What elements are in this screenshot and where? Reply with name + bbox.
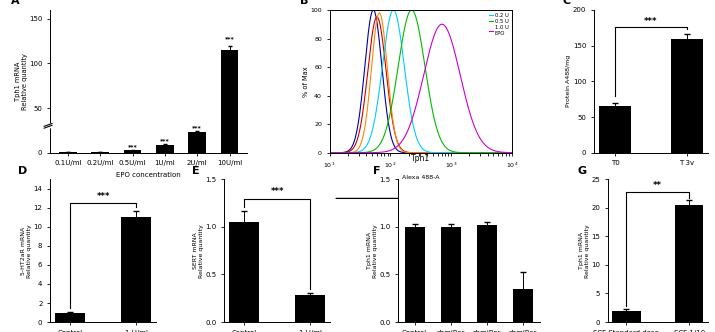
Bar: [477, 225, 497, 322]
Bar: [405, 227, 425, 322]
Text: G: G: [578, 166, 587, 176]
Bar: [55, 312, 85, 322]
Bar: [441, 227, 460, 322]
Text: Tph1: Tph1: [411, 154, 430, 163]
Bar: [124, 150, 142, 153]
Bar: [92, 152, 109, 153]
Bar: [612, 311, 641, 322]
Text: E: E: [192, 166, 200, 176]
Bar: [156, 145, 174, 153]
Bar: [513, 289, 533, 322]
Text: **: **: [654, 181, 662, 190]
Y-axis label: SERT mRNA
Relative quantity: SERT mRNA Relative quantity: [193, 224, 204, 278]
Bar: [59, 152, 77, 153]
Text: D: D: [19, 166, 27, 176]
Text: ***: ***: [270, 187, 284, 197]
Text: ***: ***: [97, 192, 110, 201]
Bar: [599, 106, 631, 153]
Legend: 0.2 U, 0.5 U, 1.0 U
EPO: 0.2 U, 0.5 U, 1.0 U EPO: [488, 13, 509, 37]
Y-axis label: % of Max: % of Max: [303, 66, 309, 97]
Text: F: F: [373, 166, 380, 176]
Bar: [671, 39, 703, 153]
X-axis label: Alexa 488-A: Alexa 488-A: [402, 175, 440, 180]
Bar: [229, 222, 259, 322]
Bar: [295, 295, 325, 322]
Y-axis label: Tph1 mRNA
Relative quantity: Tph1 mRNA Relative quantity: [579, 224, 590, 278]
Y-axis label: Tph1 mRNA
Relative quantity: Tph1 mRNA Relative quantity: [14, 53, 27, 110]
Text: ***: ***: [644, 17, 658, 26]
Text: B: B: [300, 0, 309, 6]
X-axis label: EPO concentration: EPO concentration: [117, 172, 181, 178]
Text: C: C: [562, 0, 571, 6]
Text: ***: ***: [192, 125, 202, 130]
Text: ***: ***: [160, 138, 169, 143]
Bar: [122, 217, 152, 322]
Y-axis label: 5-HT2aR mRNA
Relative quantity: 5-HT2aR mRNA Relative quantity: [21, 224, 32, 278]
Y-axis label: Tph1 mRNA
Relative quantity: Tph1 mRNA Relative quantity: [368, 224, 378, 278]
Text: ***: ***: [128, 144, 137, 149]
Bar: [675, 205, 704, 322]
Y-axis label: Protein A488/mg: Protein A488/mg: [566, 55, 571, 108]
Text: ***: ***: [225, 37, 235, 42]
Bar: [221, 50, 238, 153]
Bar: [188, 132, 206, 153]
Text: A: A: [11, 0, 19, 6]
